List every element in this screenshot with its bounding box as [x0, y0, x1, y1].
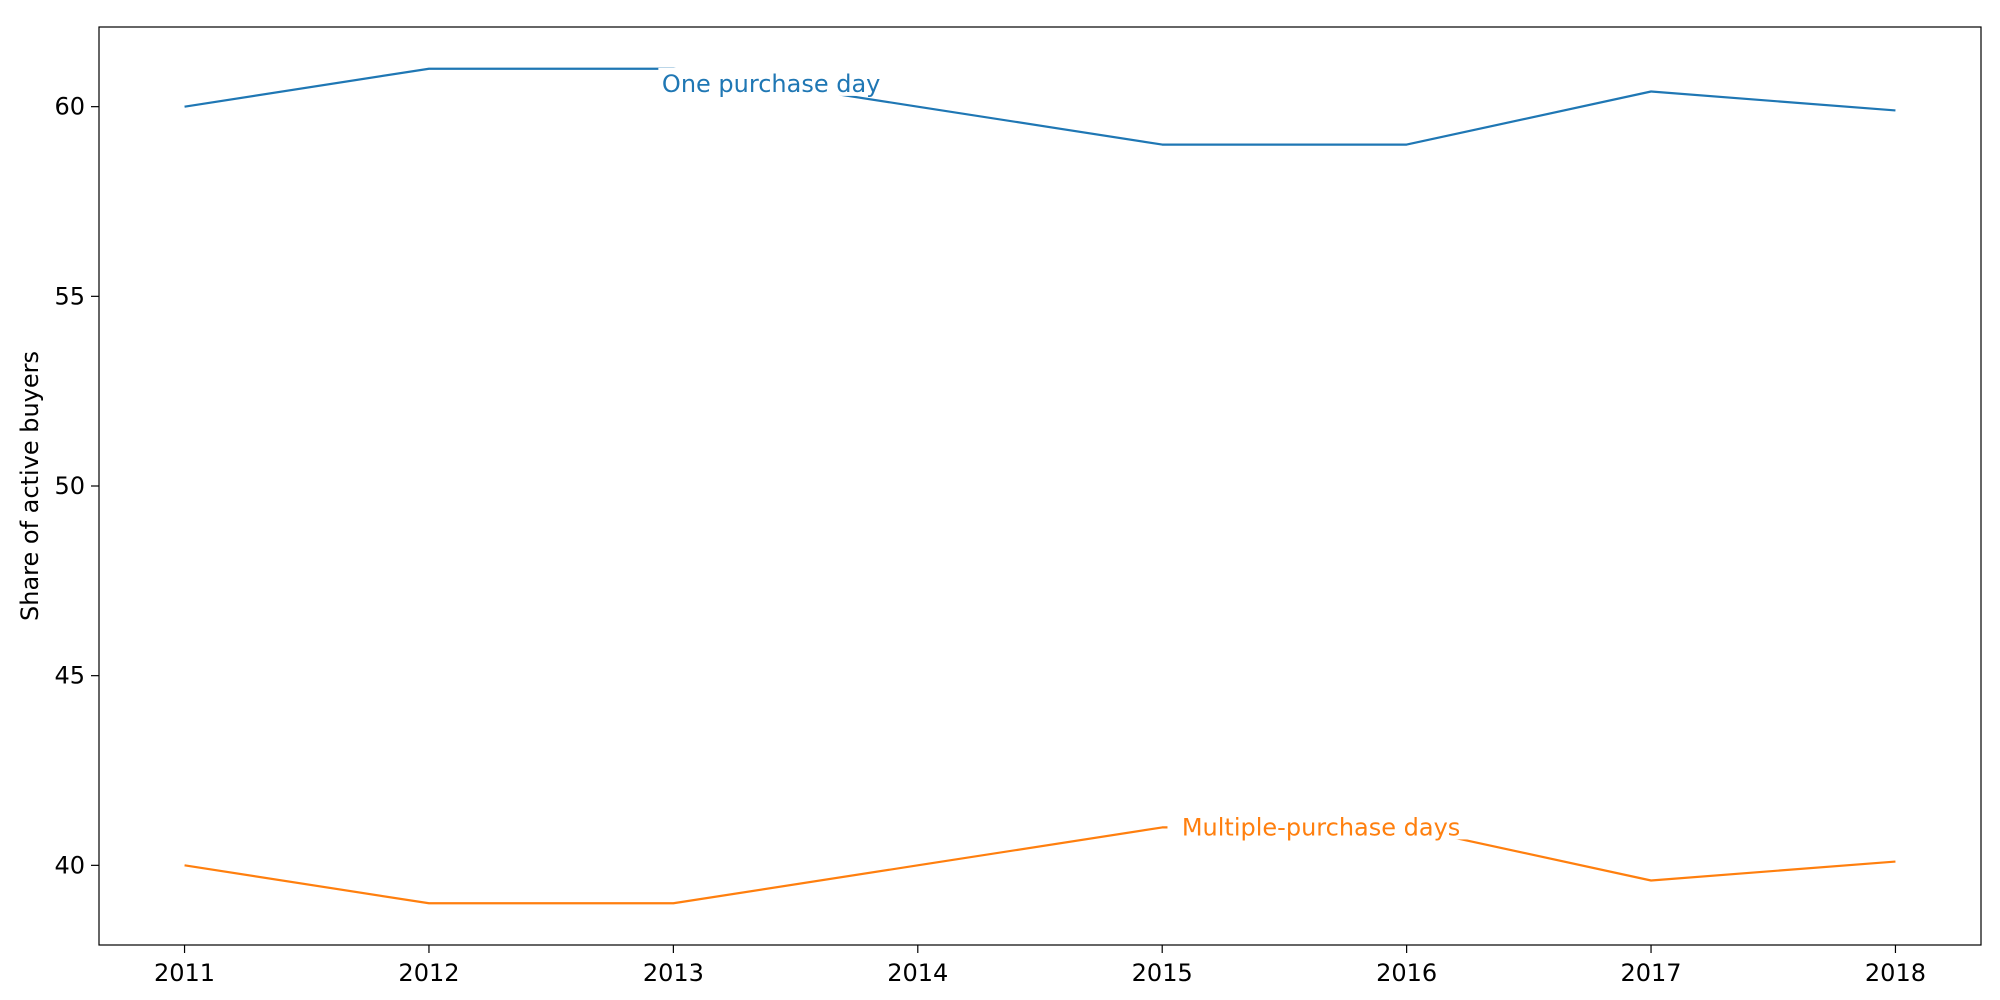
series-0: One purchase day	[184, 67, 1896, 146]
series-label-background	[1167, 811, 1475, 840]
x-axis: 2011 2012 2013 2014 2015 2016 2017 2018	[154, 945, 1926, 987]
series-1: Multiple-purchase days	[184, 811, 1896, 905]
x-tick-label: 2014	[887, 959, 948, 987]
series-label: One purchase day	[662, 70, 880, 98]
x-tick-label: 2011	[154, 959, 215, 987]
y-tick-label: 50	[54, 472, 85, 500]
y-axis: 40 45 50 55 60	[54, 93, 99, 879]
y-tick-label: 60	[54, 93, 85, 121]
x-tick-label: 2016	[1376, 959, 1437, 987]
x-tick-label: 2018	[1865, 959, 1926, 987]
x-tick-label: 2015	[1132, 959, 1193, 987]
plot-area-frame	[98, 26, 1982, 946]
series-label-background	[658, 67, 884, 96]
y-tick-label: 45	[54, 662, 85, 690]
y-tick-label: 40	[54, 851, 85, 879]
y-tick-label: 55	[54, 282, 85, 310]
x-tick-label: 2013	[643, 959, 704, 987]
x-tick-label: 2017	[1620, 959, 1681, 987]
series-line	[184, 67, 1896, 146]
series-label: Multiple-purchase days	[1182, 813, 1460, 841]
series-group: One purchase day Multiple-purchase days	[184, 67, 1896, 905]
series-line	[184, 826, 1896, 905]
x-tick-label: 2012	[398, 959, 459, 987]
y-axis-title: Share of active buyers	[16, 351, 44, 621]
